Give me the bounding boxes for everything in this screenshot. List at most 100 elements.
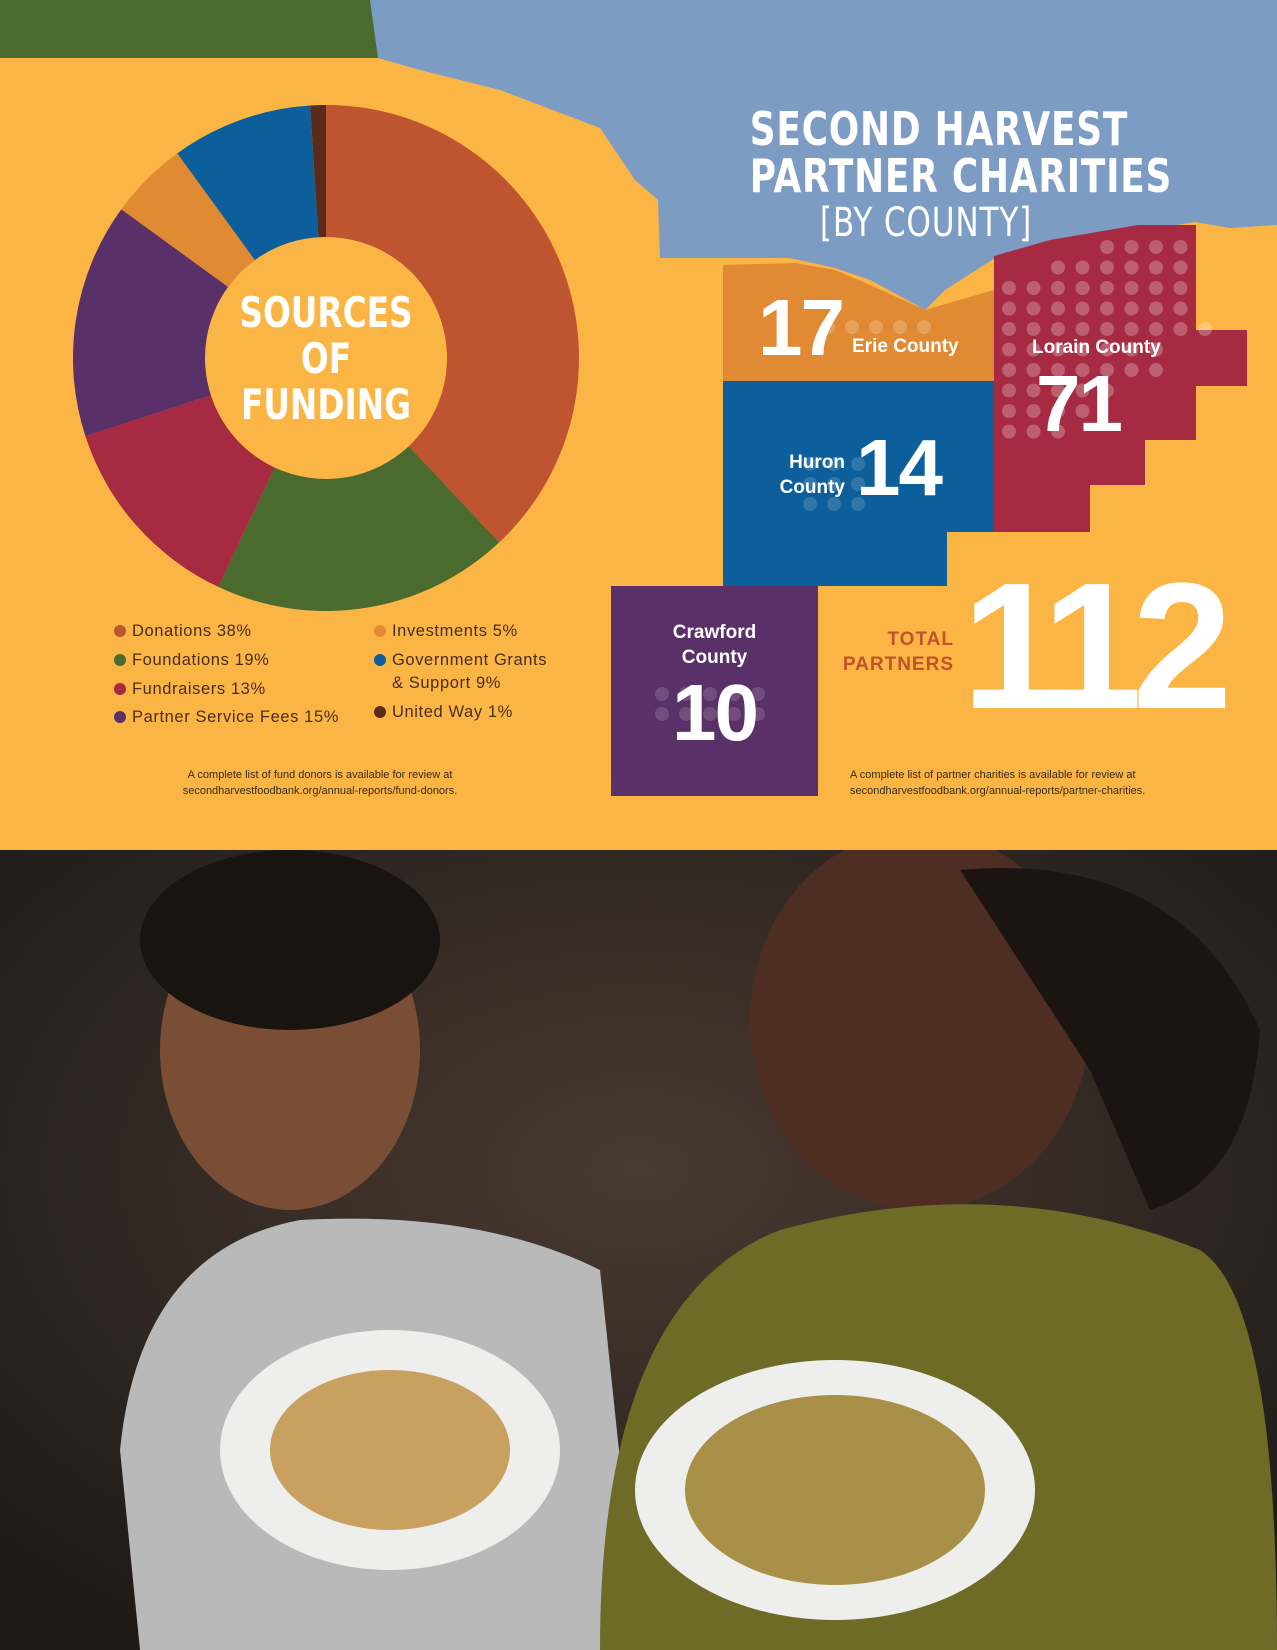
note-line: A complete list of partner charities is … (850, 769, 1136, 781)
pattern-dot (1026, 342, 1041, 357)
note-line[interactable]: secondharvestfoodbank.org/annual-reports… (850, 785, 1146, 797)
legend-item-donations: Donations 38% (114, 620, 252, 642)
pattern-dot (1051, 342, 1065, 357)
pattern-dot (1002, 363, 1016, 377)
huron-label: Huron County (775, 450, 845, 500)
pattern-dot (1173, 240, 1188, 254)
pattern-dot (1075, 342, 1090, 357)
pattern-dot (1051, 260, 1065, 275)
legend-dot-icon (374, 654, 386, 666)
pattern-dot (1051, 322, 1065, 336)
legend-item-foundations: Foundations 19% (114, 649, 269, 671)
pattern-dot (1100, 281, 1114, 295)
pattern-dot (1075, 281, 1090, 295)
pattern-dot (1051, 424, 1065, 439)
pattern-dot (1075, 363, 1090, 377)
pattern-dot (1051, 404, 1065, 418)
center-title-line: SOURCES (239, 288, 413, 337)
pattern-dot (803, 457, 817, 471)
pattern-dot (751, 707, 765, 721)
total-partners-label: TOTAL PARTNERS (840, 627, 954, 677)
legend-label: Investments 5% (392, 622, 518, 640)
dot-pattern (655, 240, 1212, 721)
pattern-dot (1026, 424, 1041, 439)
pattern-dot (869, 320, 883, 334)
lorain-count: 71 (1036, 359, 1123, 448)
legend-dot-icon (374, 625, 386, 637)
legend-item-partner-service-fees: Partner Service Fees 15% (114, 706, 339, 728)
pattern-dot (679, 687, 693, 701)
pattern-dot (1124, 240, 1139, 254)
pattern-dot (1173, 301, 1188, 316)
legend-item-investments: Investments 5% (374, 620, 518, 642)
pattern-dot (1026, 363, 1041, 377)
fund-donors-note: A complete list of fund donors is availa… (160, 767, 480, 799)
pattern-dot (1075, 301, 1090, 316)
background-shapes (0, 0, 1277, 796)
pattern-dot (917, 320, 931, 334)
sky-shape (370, 0, 1277, 310)
erie-count: 17 (758, 283, 845, 372)
label-line: County (779, 477, 845, 498)
legend-item-fundraisers: Fundraisers 13% (114, 678, 266, 700)
pattern-dot (1002, 404, 1016, 418)
pattern-dot (655, 707, 669, 721)
label-line: County (681, 647, 748, 668)
partner-charities-note: A complete list of partner charities is … (850, 767, 1145, 799)
label-line: Huron (789, 452, 845, 473)
title-line: SECOND HARVEST (749, 102, 1129, 156)
pattern-dot (1002, 281, 1016, 295)
pattern-dot (1002, 383, 1016, 398)
donut-center-title: SOURCES OF FUNDING (232, 290, 419, 428)
pattern-dot (1149, 260, 1163, 275)
pattern-dot (679, 707, 693, 721)
pattern-dot (1124, 301, 1139, 316)
pattern-dot (1198, 322, 1212, 336)
pattern-dot (1149, 363, 1163, 377)
pattern-dot (851, 497, 865, 511)
family-meal-photo (0, 850, 1277, 1650)
pattern-dot (727, 687, 741, 701)
funding-donut-chart (72, 105, 580, 612)
legend-item-united-way: United Way 1% (374, 701, 513, 723)
pattern-dot (1100, 342, 1114, 357)
legend-dot-icon (114, 654, 126, 666)
pattern-dot (1124, 260, 1139, 275)
pattern-dot (703, 687, 717, 701)
lorain-county-region (994, 225, 1247, 532)
legend-item-government-grants: Government Grants (374, 649, 547, 671)
pattern-dot (1173, 260, 1188, 275)
donut-slice-fundraisers (85, 395, 275, 587)
pattern-dot (1173, 322, 1188, 336)
pattern-dot (1124, 281, 1139, 295)
pattern-dot (1100, 322, 1114, 336)
legend-dot-icon (374, 706, 386, 718)
legend-label: Government Grants (392, 651, 548, 669)
note-line[interactable]: secondharvestfoodbank.org/annual-reports… (182, 785, 458, 797)
huron-count: 14 (856, 423, 943, 512)
legend-label: Donations 38% (132, 622, 252, 640)
legend-dot-icon (114, 683, 126, 695)
huron-county-region (723, 381, 994, 586)
pattern-dot (1124, 322, 1139, 336)
label-line: PARTNERS (842, 654, 954, 675)
pattern-dot (1051, 301, 1065, 316)
pattern-dot (1100, 260, 1114, 275)
erie-county-region (723, 263, 994, 381)
pattern-dot (1100, 240, 1114, 254)
donut-slice-government-grants-support (177, 105, 319, 261)
pattern-dot (1026, 383, 1041, 398)
crawford-county-region (611, 586, 818, 796)
pattern-dot (1173, 281, 1188, 295)
legend-label: Fundraisers 13% (132, 680, 266, 698)
pattern-dot (703, 707, 717, 721)
pattern-dot (851, 457, 865, 471)
pattern-dot (1149, 322, 1163, 336)
pattern-dot (1026, 281, 1041, 295)
legend-item-government-grants-line2: & Support 9% (392, 672, 501, 694)
donut-slice-investments (121, 153, 255, 287)
pattern-dot (851, 477, 865, 491)
pattern-dot (1100, 383, 1114, 398)
pattern-dot (845, 320, 859, 334)
pattern-dot (1051, 383, 1065, 398)
